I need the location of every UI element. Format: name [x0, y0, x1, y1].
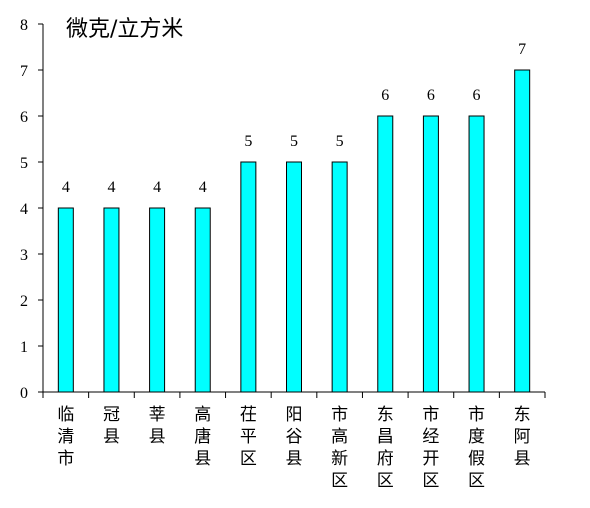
bar — [194, 207, 211, 393]
unit-label: 微克/立方米 — [66, 17, 183, 42]
y-tick-label: 8 — [20, 17, 28, 34]
category-label: 临清市 — [57, 405, 74, 469]
bar — [57, 207, 74, 393]
category-label: 市经开区 — [422, 405, 439, 491]
y-tick-label: 4 — [20, 201, 28, 218]
data-label: 4 — [153, 179, 161, 196]
bar — [286, 161, 302, 393]
category-label: 市度假区 — [468, 405, 485, 491]
category-label: 高唐县 — [194, 405, 211, 469]
data-label: 7 — [518, 41, 526, 58]
data-label: 4 — [62, 179, 70, 196]
category-label: 东阿县 — [514, 405, 531, 469]
y-tick-label: 2 — [20, 293, 28, 310]
data-label: 4 — [199, 179, 207, 196]
y-tick-label: 6 — [20, 109, 28, 126]
y-axis: 0 1 2 3 4 5 6 7 8 — [20, 17, 44, 402]
x-axis — [42, 391, 546, 398]
bars — [57, 69, 531, 393]
data-label: 5 — [336, 133, 344, 150]
data-labels: 4 4 4 4 5 5 5 6 6 6 7 — [62, 41, 526, 196]
data-label: 6 — [427, 87, 435, 104]
data-label: 6 — [473, 87, 481, 104]
bar — [468, 115, 485, 393]
category-label: 莘县 — [149, 405, 166, 447]
y-tick-label: 5 — [20, 155, 28, 172]
data-label: 5 — [290, 133, 298, 150]
bar — [103, 207, 120, 393]
y-tick-label: 3 — [20, 247, 28, 264]
category-label: 冠县 — [103, 405, 120, 447]
category-label: 阳谷县 — [286, 405, 303, 469]
category-label: 市高新区 — [331, 405, 348, 491]
category-label: 茌平区 — [240, 405, 257, 469]
data-label: 4 — [107, 179, 115, 196]
bar — [377, 115, 394, 393]
category-label: 东昌府区 — [377, 405, 394, 491]
bar — [331, 161, 348, 393]
data-label: 6 — [381, 87, 389, 104]
bar — [422, 115, 439, 393]
y-tick-label: 0 — [20, 385, 28, 402]
bar — [149, 207, 166, 393]
bar — [514, 69, 531, 393]
bar — [240, 161, 257, 393]
y-tick-label: 1 — [20, 339, 28, 356]
data-label: 5 — [244, 133, 252, 150]
y-tick-label: 7 — [20, 63, 28, 80]
